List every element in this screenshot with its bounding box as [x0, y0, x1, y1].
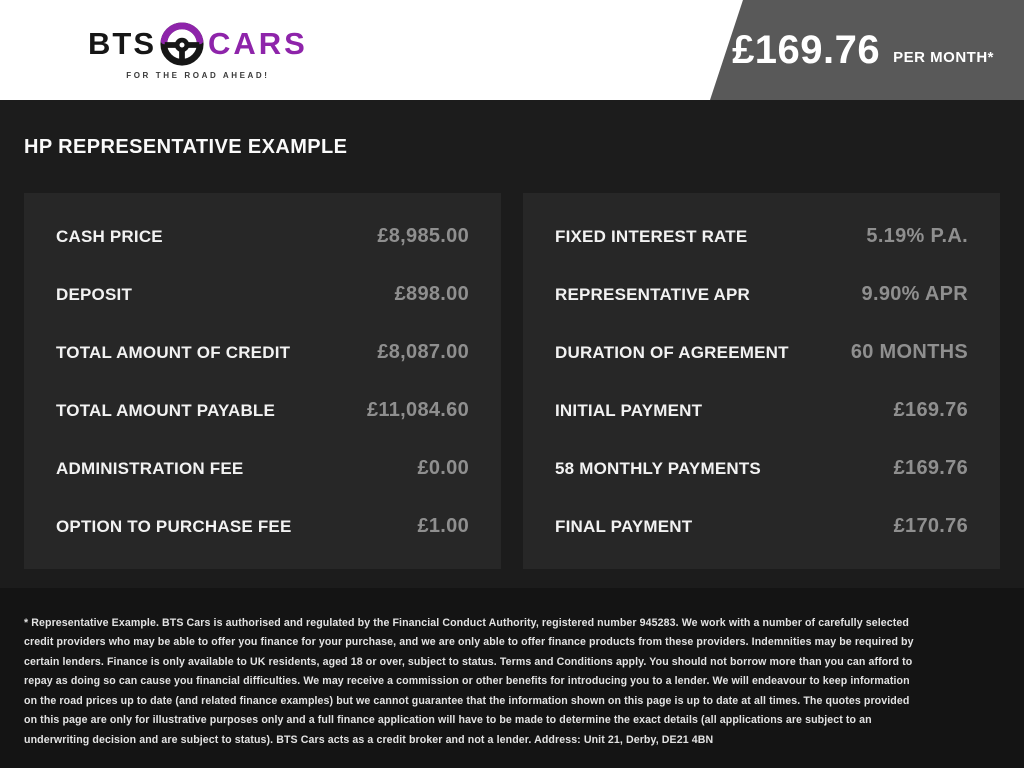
finance-row-value: £0.00 — [417, 456, 469, 479]
finance-row-label: REPRESENTATIVE APR — [555, 284, 751, 304]
finance-row-option-fee: OPTION TO PURCHASE FEE £1.00 — [56, 515, 469, 538]
finance-row-deposit: DEPOSIT £898.00 — [56, 283, 469, 306]
finance-row-value: £8,985.00 — [377, 224, 469, 247]
finance-row-cash-price: CASH PRICE £8,985.00 — [56, 225, 469, 248]
finance-row-value: £169.76 — [893, 456, 968, 479]
finance-row-label: FINAL PAYMENT — [555, 516, 693, 536]
finance-row-label: TOTAL AMOUNT PAYABLE — [56, 400, 276, 420]
finance-row-label: 58 MONTHLY PAYMENTS — [555, 458, 761, 478]
logo-bts-text: BTS — [88, 25, 156, 61]
finance-row-duration: DURATION OF AGREEMENT 60 MONTHS — [555, 341, 968, 364]
finance-row-value: £8,087.00 — [377, 340, 469, 363]
finance-row-value: £1.00 — [417, 514, 469, 537]
main-content: HP REPRESENTATIVE EXAMPLE CASH PRICE £8,… — [0, 136, 1024, 569]
finance-row-value: 60 MONTHS — [850, 340, 968, 363]
logo-cars-text: CARS — [208, 25, 308, 61]
finance-row-value: £11,084.60 — [367, 398, 469, 421]
steering-wheel-icon — [160, 21, 204, 66]
finance-row-total-payable: TOTAL AMOUNT PAYABLE £11,084.60 — [56, 399, 469, 422]
finance-row-label: CASH PRICE — [56, 226, 163, 246]
finance-row-label: DURATION OF AGREEMENT — [555, 342, 789, 362]
finance-row-apr: REPRESENTATIVE APR 9.90% APR — [555, 283, 968, 306]
monthly-price-period: PER MONTH* — [893, 49, 994, 66]
disclaimer-text: * Representative Example. BTS Cars is au… — [24, 617, 914, 746]
finance-row-value: £898.00 — [394, 282, 469, 305]
finance-row-value: 5.19% P.A. — [866, 224, 968, 247]
logo-tagline: FOR THE ROAD AHEAD! — [126, 70, 270, 80]
finance-row-label: INITIAL PAYMENT — [555, 400, 703, 420]
finance-row-label: ADMINISTRATION FEE — [56, 458, 244, 478]
finance-row-monthly-payments: 58 MONTHLY PAYMENTS £169.76 — [555, 457, 968, 480]
page-title: HP REPRESENTATIVE EXAMPLE — [24, 136, 348, 158]
finance-row-value: £169.76 — [893, 398, 968, 421]
finance-row-value: 9.90% APR — [861, 282, 968, 305]
monthly-price-banner: £169.76 PER MONTH* — [710, 0, 1024, 100]
bts-cars-logo[interactable]: BTS CARS FOR THE ROAD AHEAD! — [88, 21, 308, 80]
finance-row-label: TOTAL AMOUNT OF CREDIT — [56, 342, 291, 362]
finance-row-interest-rate: FIXED INTEREST RATE 5.19% P.A. — [555, 225, 968, 248]
finance-row-initial-payment: INITIAL PAYMENT £169.76 — [555, 399, 968, 422]
monthly-price-amount: £169.76 — [732, 27, 881, 72]
finance-row-label: OPTION TO PURCHASE FEE — [56, 516, 292, 536]
finance-right-panel: FIXED INTEREST RATE 5.19% P.A. REPRESENT… — [523, 193, 1000, 569]
finance-row-label: FIXED INTEREST RATE — [555, 226, 748, 246]
finance-left-panel: CASH PRICE £8,985.00 DEPOSIT £898.00 TOT… — [24, 193, 501, 569]
finance-panels: CASH PRICE £8,985.00 DEPOSIT £898.00 TOT… — [24, 193, 1000, 569]
finance-row-final-payment: FINAL PAYMENT £170.76 — [555, 515, 968, 538]
footer: * Representative Example. BTS Cars is au… — [0, 588, 1024, 768]
finance-row-value: £170.76 — [893, 514, 968, 537]
finance-row-total-credit: TOTAL AMOUNT OF CREDIT £8,087.00 — [56, 341, 469, 364]
header: BTS CARS FOR THE ROAD AHEAD! £169.76 PER… — [0, 0, 1024, 100]
finance-row-label: DEPOSIT — [56, 284, 133, 304]
finance-row-admin-fee: ADMINISTRATION FEE £0.00 — [56, 457, 469, 480]
